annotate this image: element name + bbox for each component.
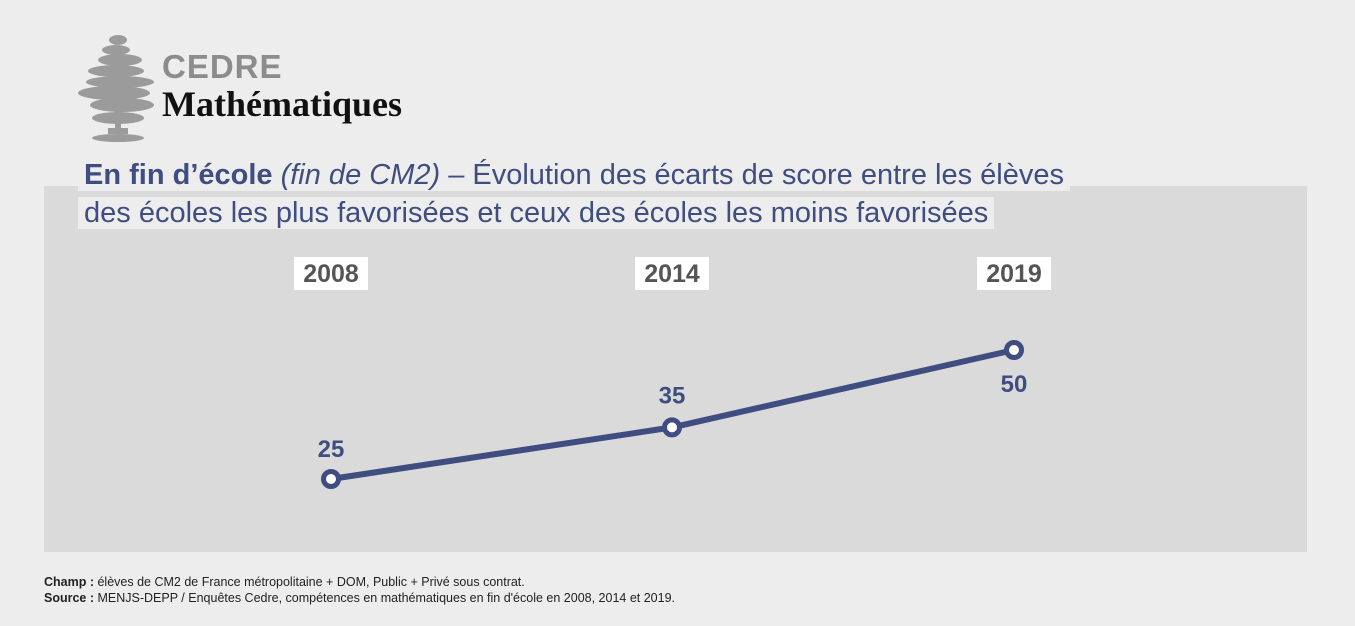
footer-source: Source : MENJS-DEPP / Enquêtes Cedre, co… bbox=[44, 590, 675, 606]
svg-text:2014: 2014 bbox=[644, 260, 700, 288]
svg-text:2019: 2019 bbox=[986, 260, 1042, 288]
heading-rest: – Évolution des écarts de score entre le… bbox=[440, 159, 1064, 191]
data-label: 50 bbox=[1001, 371, 1028, 398]
data-label: 35 bbox=[659, 382, 686, 409]
data-point bbox=[321, 469, 341, 489]
data-label: 25 bbox=[318, 436, 345, 463]
logo-brand: CEDRE bbox=[162, 48, 283, 85]
heading-bold: En fin d’école bbox=[84, 159, 273, 191]
data-point bbox=[1004, 340, 1024, 360]
chart-panel bbox=[44, 186, 1307, 552]
source-label: Source : bbox=[44, 591, 95, 605]
series-line bbox=[330, 347, 1015, 482]
heading-italic: (fin de CM2) bbox=[280, 159, 441, 191]
year-label: 2014 bbox=[635, 257, 709, 290]
data-point bbox=[662, 417, 682, 438]
footer-champ: Champ : élèves de CM2 de France métropol… bbox=[44, 574, 675, 590]
champ-text: élèves de CM2 de France métropolitaine +… bbox=[94, 575, 525, 589]
year-label: 2008 bbox=[294, 257, 368, 290]
cedre-logo: CEDRE Mathématiques bbox=[78, 32, 458, 144]
champ-label: Champ : bbox=[44, 575, 94, 589]
heading-line-1: En fin d’école (fin de CM2) – Évolution … bbox=[78, 159, 1070, 191]
heading-line-2: des écoles les plus favorisées et ceux d… bbox=[78, 197, 995, 229]
cedar-tree-icon bbox=[78, 35, 154, 142]
svg-text:2008: 2008 bbox=[303, 260, 359, 288]
year-label: 2019 bbox=[977, 257, 1051, 290]
chart-footer: Champ : élèves de CM2 de France métropol… bbox=[44, 574, 675, 606]
logo-subject: Mathématiques bbox=[162, 84, 402, 124]
chart-heading: En fin d’école (fin de CM2) – Évolution … bbox=[78, 156, 1270, 232]
source-text: MENJS-DEPP / Enquêtes Cedre, compétences… bbox=[94, 591, 675, 605]
